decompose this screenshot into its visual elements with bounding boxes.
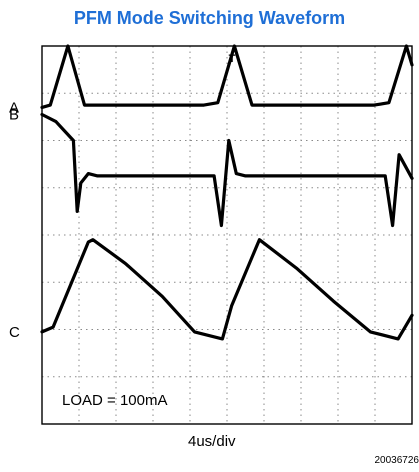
channel-label-b: B xyxy=(9,107,19,124)
channel-labels: AB C xyxy=(9,99,20,341)
channel-label-a: A xyxy=(9,99,19,116)
trigger-marker: T xyxy=(229,53,236,65)
traces xyxy=(40,44,414,341)
figure-id: 20036726 xyxy=(374,455,419,466)
trace-c xyxy=(40,238,414,341)
trace-b xyxy=(40,112,414,228)
trace-a xyxy=(40,44,414,110)
x-axis-label: 4us/div xyxy=(188,433,236,450)
grid xyxy=(42,46,412,424)
channel-label-c: C xyxy=(9,324,20,341)
chart-title: PFM Mode Switching Waveform xyxy=(73,8,346,28)
plot-frame xyxy=(41,45,413,425)
load-annotation: LOAD = 100mA xyxy=(62,392,167,409)
